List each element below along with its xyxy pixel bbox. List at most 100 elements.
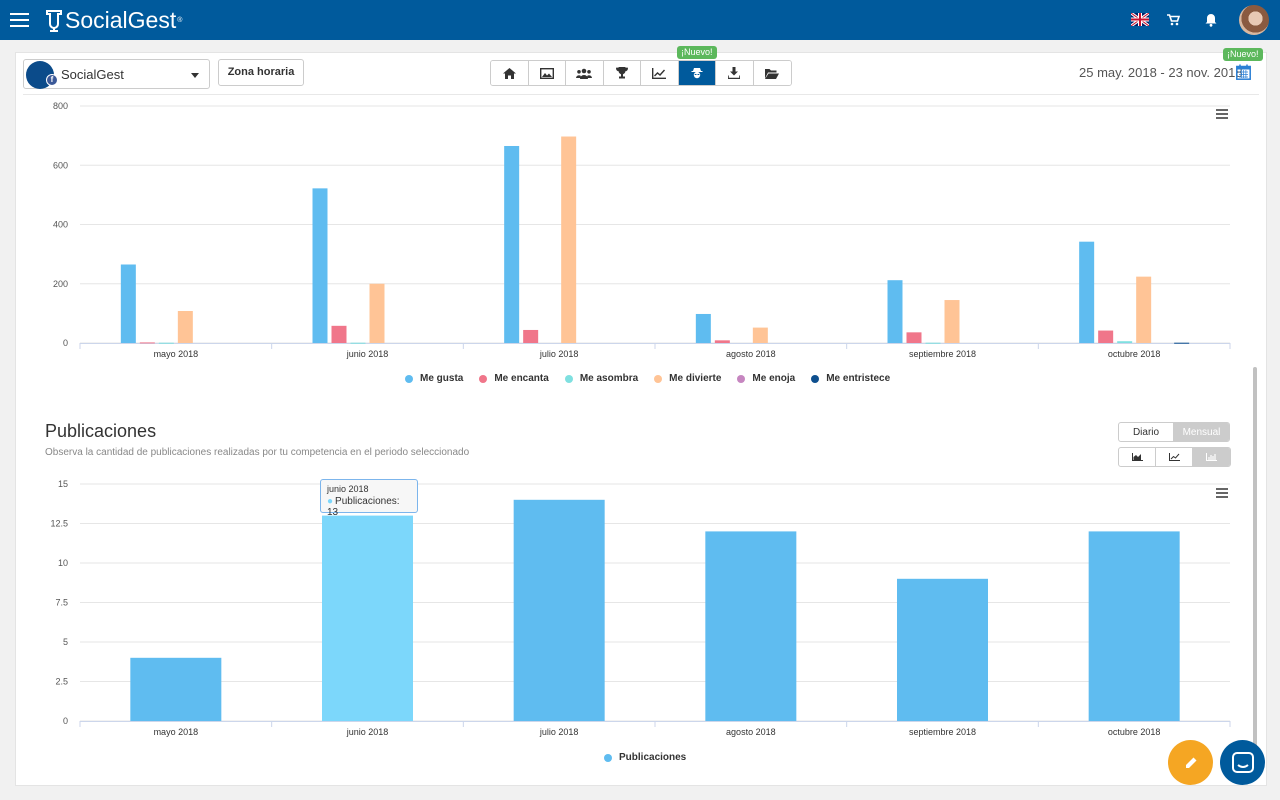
period-diario[interactable]: Diario [1119,423,1174,441]
toolbar-download[interactable] [716,61,754,85]
legend-item-me-encanta[interactable]: Me encanta [479,373,549,384]
legend-item-me-gusta[interactable]: Me gusta [405,373,463,384]
bar [705,531,797,721]
chat-icon [1231,751,1254,773]
date-range[interactable]: 25 may. 2018 - 23 nov. 2018 [1079,65,1243,80]
section-title: Publicaciones [45,421,157,441]
legend-item-publicaciones[interactable]: Publicaciones [604,752,686,763]
bar [350,342,366,344]
bar [561,136,577,343]
bar [1079,241,1095,343]
bar [369,283,385,343]
chat-fab[interactable] [1220,740,1265,785]
bar [887,280,903,343]
legend-item-me-enoja[interactable]: Me enoja [737,373,795,384]
menu-icon[interactable] [10,13,29,27]
users-icon [576,68,593,79]
toolbar-competitors[interactable] [678,61,716,85]
main-panel [15,52,1267,786]
app-logo[interactable]: SocialGest ® [45,7,182,34]
publications-chart: 0 2.5 5 7.5 10 12.5 15 mayo 2018 junio 2018 juli… [50,479,1231,737]
legend-dot [654,374,663,383]
home-icon [502,67,516,79]
chart-type-area[interactable] [1119,448,1156,466]
tooltip-title: junio 2018 [327,484,369,494]
reactions-chart: 0 200 400 600 800 mayo 2018 junio 2018 julio 2… [53,101,1231,359]
legend-item-me-asombra[interactable]: Me asombra [564,373,638,384]
legend-item-me-entristece[interactable]: Me entristece [811,373,890,384]
bar [513,499,605,721]
section-subtitle: Observa la cantidad de publicaciones rea… [45,447,470,458]
top-bar: SocialGest ® [0,0,1280,40]
legend-label: Me enoja [752,373,796,384]
publications-legend: Publicaciones [604,752,702,763]
chart-line-icon [652,67,667,79]
edit-fab[interactable] [1168,740,1213,785]
x-tick-label: julio 2018 [539,727,579,737]
tooltip-marker: ● [327,496,334,507]
period-mensual[interactable]: Mensual [1174,423,1229,441]
x-tick-label: julio 2018 [539,349,579,359]
scrollbar[interactable] [1253,367,1257,777]
toolbar-audience[interactable] [566,61,604,85]
chart-menu-icon[interactable] [1216,109,1228,119]
bell-icon[interactable] [1205,13,1217,27]
y-tick-label: 0 [63,338,68,348]
new-badge: ¡Nuevo! [677,46,717,59]
x-tick-label: septiembre 2018 [909,349,976,359]
bar [322,515,413,721]
image-icon [539,67,554,79]
trophy-icon [615,67,628,79]
x-tick-label: mayo 2018 [154,727,199,737]
legend-label: Me encanta [494,373,549,384]
account-select-value: SocialGest [61,67,124,82]
y-tick-label: 400 [53,220,68,230]
x-tick-label: octubre 2018 [1108,349,1161,359]
section-toolbar [490,60,792,86]
chart-type-line[interactable] [1156,448,1193,466]
bar [925,342,941,344]
area-chart-icon [1131,453,1143,461]
legend-dot [811,374,820,383]
legend-label: Publicaciones [619,752,687,763]
cart-icon[interactable] [1167,14,1180,26]
x-tick-label: septiembre 2018 [909,727,976,737]
toolbar-evolution[interactable] [641,61,679,85]
bar [944,300,960,343]
bar [906,332,922,343]
legend-label: Me entristece [826,373,891,384]
account-select[interactable]: f SocialGest [23,59,210,89]
logo-registered: ® [177,17,183,24]
chart-tooltip: junio 2018 ● Publicaciones: 13 [320,479,418,518]
bar [504,145,520,343]
toolbar-home[interactable] [491,61,529,85]
x-tick-label: mayo 2018 [154,349,199,359]
edit-icon [1185,757,1196,768]
folder-icon [765,68,780,79]
timezone-button[interactable]: Zona horaria [218,59,304,86]
header-divider [23,94,1259,95]
y-tick-label: 0 [63,716,68,726]
toolbar-ranking[interactable] [603,61,641,85]
bar [1117,341,1133,343]
toolbar-images[interactable] [528,61,566,85]
uk-flag-icon[interactable] [1131,13,1149,26]
x-tick-label: junio 2018 [346,349,389,359]
toolbar-folder[interactable] [753,61,791,85]
user-avatar[interactable] [1239,5,1269,35]
reactions-legend: Me gusta Me encanta Me asombra Me divier… [405,373,906,384]
bar [139,342,155,344]
bar [130,657,222,721]
chart-type-bar[interactable] [1193,448,1230,466]
legend-item-me-divierte[interactable]: Me divierte [654,373,721,384]
y-tick-label: 600 [53,160,68,170]
calendar-icon[interactable] [1236,64,1251,80]
chart-type-toggle [1118,447,1231,467]
chart-menu-icon[interactable] [1216,488,1228,498]
bar [331,325,347,343]
bar [714,340,730,343]
bar [1088,531,1180,721]
bar [120,264,136,343]
x-tick-label: octubre 2018 [1108,727,1161,737]
tooltip-value-row: ● Publicaciones: 13 [327,496,400,518]
